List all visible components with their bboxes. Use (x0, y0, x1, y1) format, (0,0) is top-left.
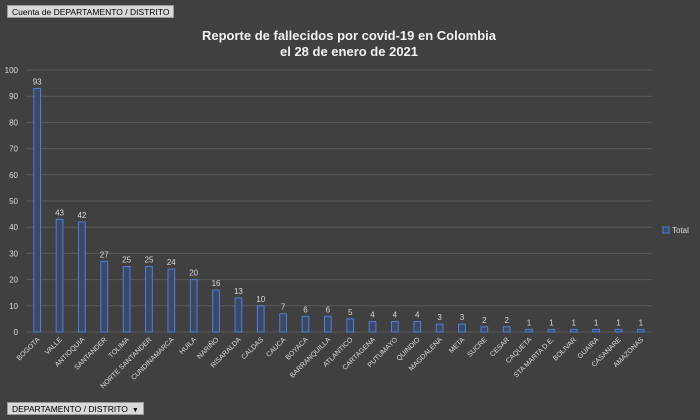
bar (636, 328, 645, 333)
data-label: 3 (437, 313, 442, 322)
bar (391, 321, 399, 333)
bar (368, 321, 377, 333)
data-label: 25 (145, 256, 154, 265)
chart-title-line-2: el 28 de enero de 2021 (280, 44, 418, 59)
bar (100, 260, 109, 333)
bar (458, 323, 466, 333)
data-label: 6 (326, 305, 331, 314)
axis-field-label: DEPARTAMENTO / DISTRITO (12, 404, 128, 414)
y-tick-label: 40 (9, 223, 18, 232)
x-tick-label: SUCRE (466, 336, 489, 359)
data-label: 1 (572, 318, 577, 327)
value-field-label: Cuenta de DEPARTAMENTO / DISTRITO (12, 7, 170, 17)
data-label: 42 (77, 211, 86, 220)
bar (301, 315, 310, 333)
data-label: 43 (55, 208, 64, 217)
x-tick-label: HUILA (179, 336, 199, 356)
x-tick-label: BOGOTA (16, 336, 42, 362)
y-tick-label: 70 (9, 145, 18, 154)
bar (33, 87, 42, 333)
bar (525, 328, 533, 333)
gridlines (26, 69, 652, 333)
data-label: 10 (256, 295, 265, 304)
y-tick-label: 90 (9, 92, 18, 101)
data-label: 3 (460, 313, 465, 322)
data-label: 2 (482, 316, 487, 325)
value-field-button[interactable]: Cuenta de DEPARTAMENTO / DISTRITO (7, 5, 175, 18)
bar (234, 297, 243, 333)
data-label: 1 (594, 318, 599, 327)
data-label: 7 (281, 303, 286, 312)
bar (78, 221, 86, 333)
bar (122, 266, 131, 333)
data-label: 2 (504, 316, 509, 325)
x-tick-label: STA MARTA D.E. (513, 336, 556, 379)
data-label: 1 (616, 318, 621, 327)
data-label: 4 (415, 311, 420, 320)
data-label: 93 (33, 77, 42, 86)
bars (33, 87, 645, 333)
data-label: 4 (393, 311, 398, 320)
bar (256, 305, 265, 333)
data-label: 16 (212, 279, 221, 288)
x-tick-label: CALDAS (240, 336, 265, 361)
y-tick-label: 20 (9, 276, 18, 285)
x-tick-label: BOLIVAR (552, 336, 578, 362)
y-tick-label: 10 (9, 302, 18, 311)
bar (614, 328, 623, 333)
y-tick-label: 30 (9, 249, 18, 258)
bar (323, 315, 332, 333)
bar (145, 266, 153, 333)
axis-field-button[interactable]: DEPARTAMENTO / DISTRITO ▼ (7, 402, 144, 415)
data-label: 6 (303, 305, 308, 314)
x-tick-label: CUNDINAMARCA (130, 336, 176, 382)
bar (212, 289, 220, 333)
x-tick-label: BARRANQUILLA (289, 336, 332, 379)
y-tick-label: 60 (9, 171, 18, 180)
data-label: 24 (167, 258, 176, 267)
bar (279, 313, 287, 333)
data-label: 20 (189, 269, 198, 278)
bar (346, 318, 355, 333)
bar (55, 218, 64, 333)
bar (547, 328, 556, 333)
x-tick-label: CESAR (489, 336, 511, 358)
y-tick-label: 50 (9, 197, 18, 206)
y-tick-label: 0 (14, 328, 19, 337)
y-axis-ticks: 0 10 20 30 40 50 60 70 80 90 100 (5, 66, 19, 337)
y-tick-label: 100 (5, 66, 19, 75)
bar (569, 328, 578, 333)
chart-title-line-1: Reporte de fallecidos por covid-19 en Co… (202, 28, 497, 43)
bar (480, 326, 489, 333)
x-tick-label: VALLE (44, 336, 64, 356)
x-tick-label: META (448, 336, 467, 355)
data-label: 5 (348, 308, 353, 317)
bar (592, 328, 600, 333)
data-label: 25 (122, 256, 131, 265)
legend-label-total: Total (672, 226, 689, 235)
data-label: 13 (234, 287, 243, 296)
y-tick-label: 80 (9, 118, 18, 127)
data-label: 1 (549, 318, 554, 327)
bar (413, 321, 422, 333)
data-label: 1 (639, 318, 644, 327)
dropdown-arrow-icon: ▼ (131, 407, 139, 414)
bar (189, 279, 198, 333)
x-tick-label: CAUCA (265, 336, 288, 359)
data-label: 4 (370, 311, 375, 320)
bar (435, 323, 444, 333)
legend-swatch-total (662, 226, 670, 234)
data-label: 27 (100, 250, 109, 259)
data-label: 1 (527, 318, 532, 327)
legend: Total (662, 226, 689, 235)
bar (502, 326, 511, 333)
bar (167, 268, 176, 333)
